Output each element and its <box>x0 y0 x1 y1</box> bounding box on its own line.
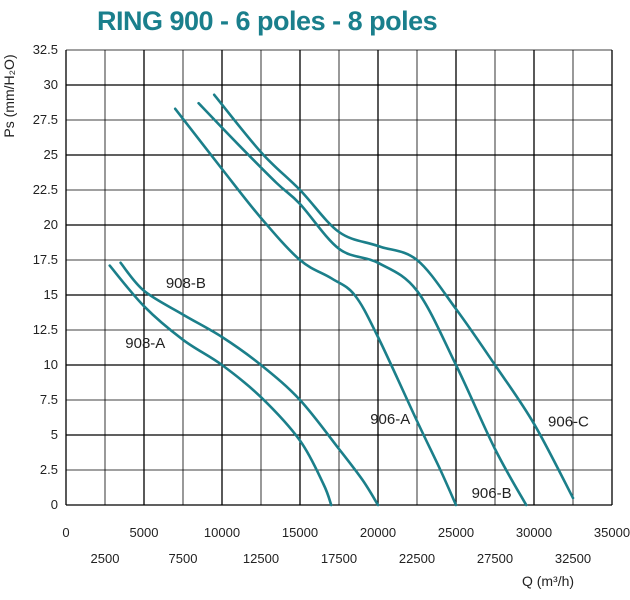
series-label-908-a: 908-A <box>125 335 165 352</box>
x-tick-label: 17500 <box>321 551 357 566</box>
y-tick-label: 2.5 <box>40 462 58 477</box>
series-line-908-a <box>108 264 333 507</box>
x-tick-label: 0 <box>62 525 69 540</box>
x-tick-label: 30000 <box>516 525 552 540</box>
series-label-906-a: 906-A <box>370 411 410 428</box>
series-line-906-a <box>173 107 458 507</box>
y-axis-ticks: 0 2.5 5 7.5 10 12.5 15 17.5 20 22.5 25 27.5 30 32.5 <box>33 42 58 512</box>
x-tick-label: 2500 <box>91 551 120 566</box>
x-tick-label: 27500 <box>477 551 513 566</box>
series-labels: 908-A 908-B 906-A 906-B 906-C <box>125 275 589 502</box>
chart-grid <box>65 49 613 506</box>
x-tick-label: 32500 <box>555 551 591 566</box>
y-tick-label: 32.5 <box>33 42 58 57</box>
y-tick-label: 22.5 <box>33 182 58 197</box>
y-axis-label: Ps (mm/H₂O) <box>1 54 17 137</box>
y-tick-label: 5 <box>51 427 58 442</box>
x-axis-ticks: 0 5000 10000 15000 20000 25000 30000 35000 2500 7… <box>62 525 630 566</box>
y-tick-label: 25 <box>44 147 58 162</box>
x-tick-label: 5000 <box>130 525 159 540</box>
y-tick-label: 30 <box>44 77 58 92</box>
x-tick-label: 10000 <box>204 525 240 540</box>
series-label-906-b: 906-B <box>472 485 512 502</box>
x-tick-label: 35000 <box>594 525 630 540</box>
x-tick-label: 12500 <box>243 551 279 566</box>
chart-series <box>108 93 575 507</box>
y-tick-label: 0 <box>51 497 58 512</box>
y-tick-label: 20 <box>44 217 58 232</box>
x-tick-label: 7500 <box>169 551 198 566</box>
series-label-908-b: 908-B <box>166 275 206 292</box>
y-tick-label: 7.5 <box>40 392 58 407</box>
x-tick-label: 22500 <box>399 551 435 566</box>
y-tick-label: 15 <box>44 287 58 302</box>
x-tick-label: 15000 <box>282 525 318 540</box>
x-tick-label: 25000 <box>438 525 474 540</box>
series-line-906-c <box>212 93 575 500</box>
chart-title: RING 900 - 6 poles - 8 poles <box>97 6 437 36</box>
y-tick-label: 27.5 <box>33 112 58 127</box>
series-label-906-c: 906-C <box>548 414 589 431</box>
y-tick-label: 17.5 <box>33 252 58 267</box>
series-line-908-b <box>119 261 380 507</box>
y-tick-label: 10 <box>44 357 58 372</box>
x-tick-label: 20000 <box>360 525 396 540</box>
y-tick-label: 12.5 <box>33 322 58 337</box>
series-line-906-b <box>197 101 528 507</box>
x-axis-label: Q (m³/h) <box>522 573 574 589</box>
